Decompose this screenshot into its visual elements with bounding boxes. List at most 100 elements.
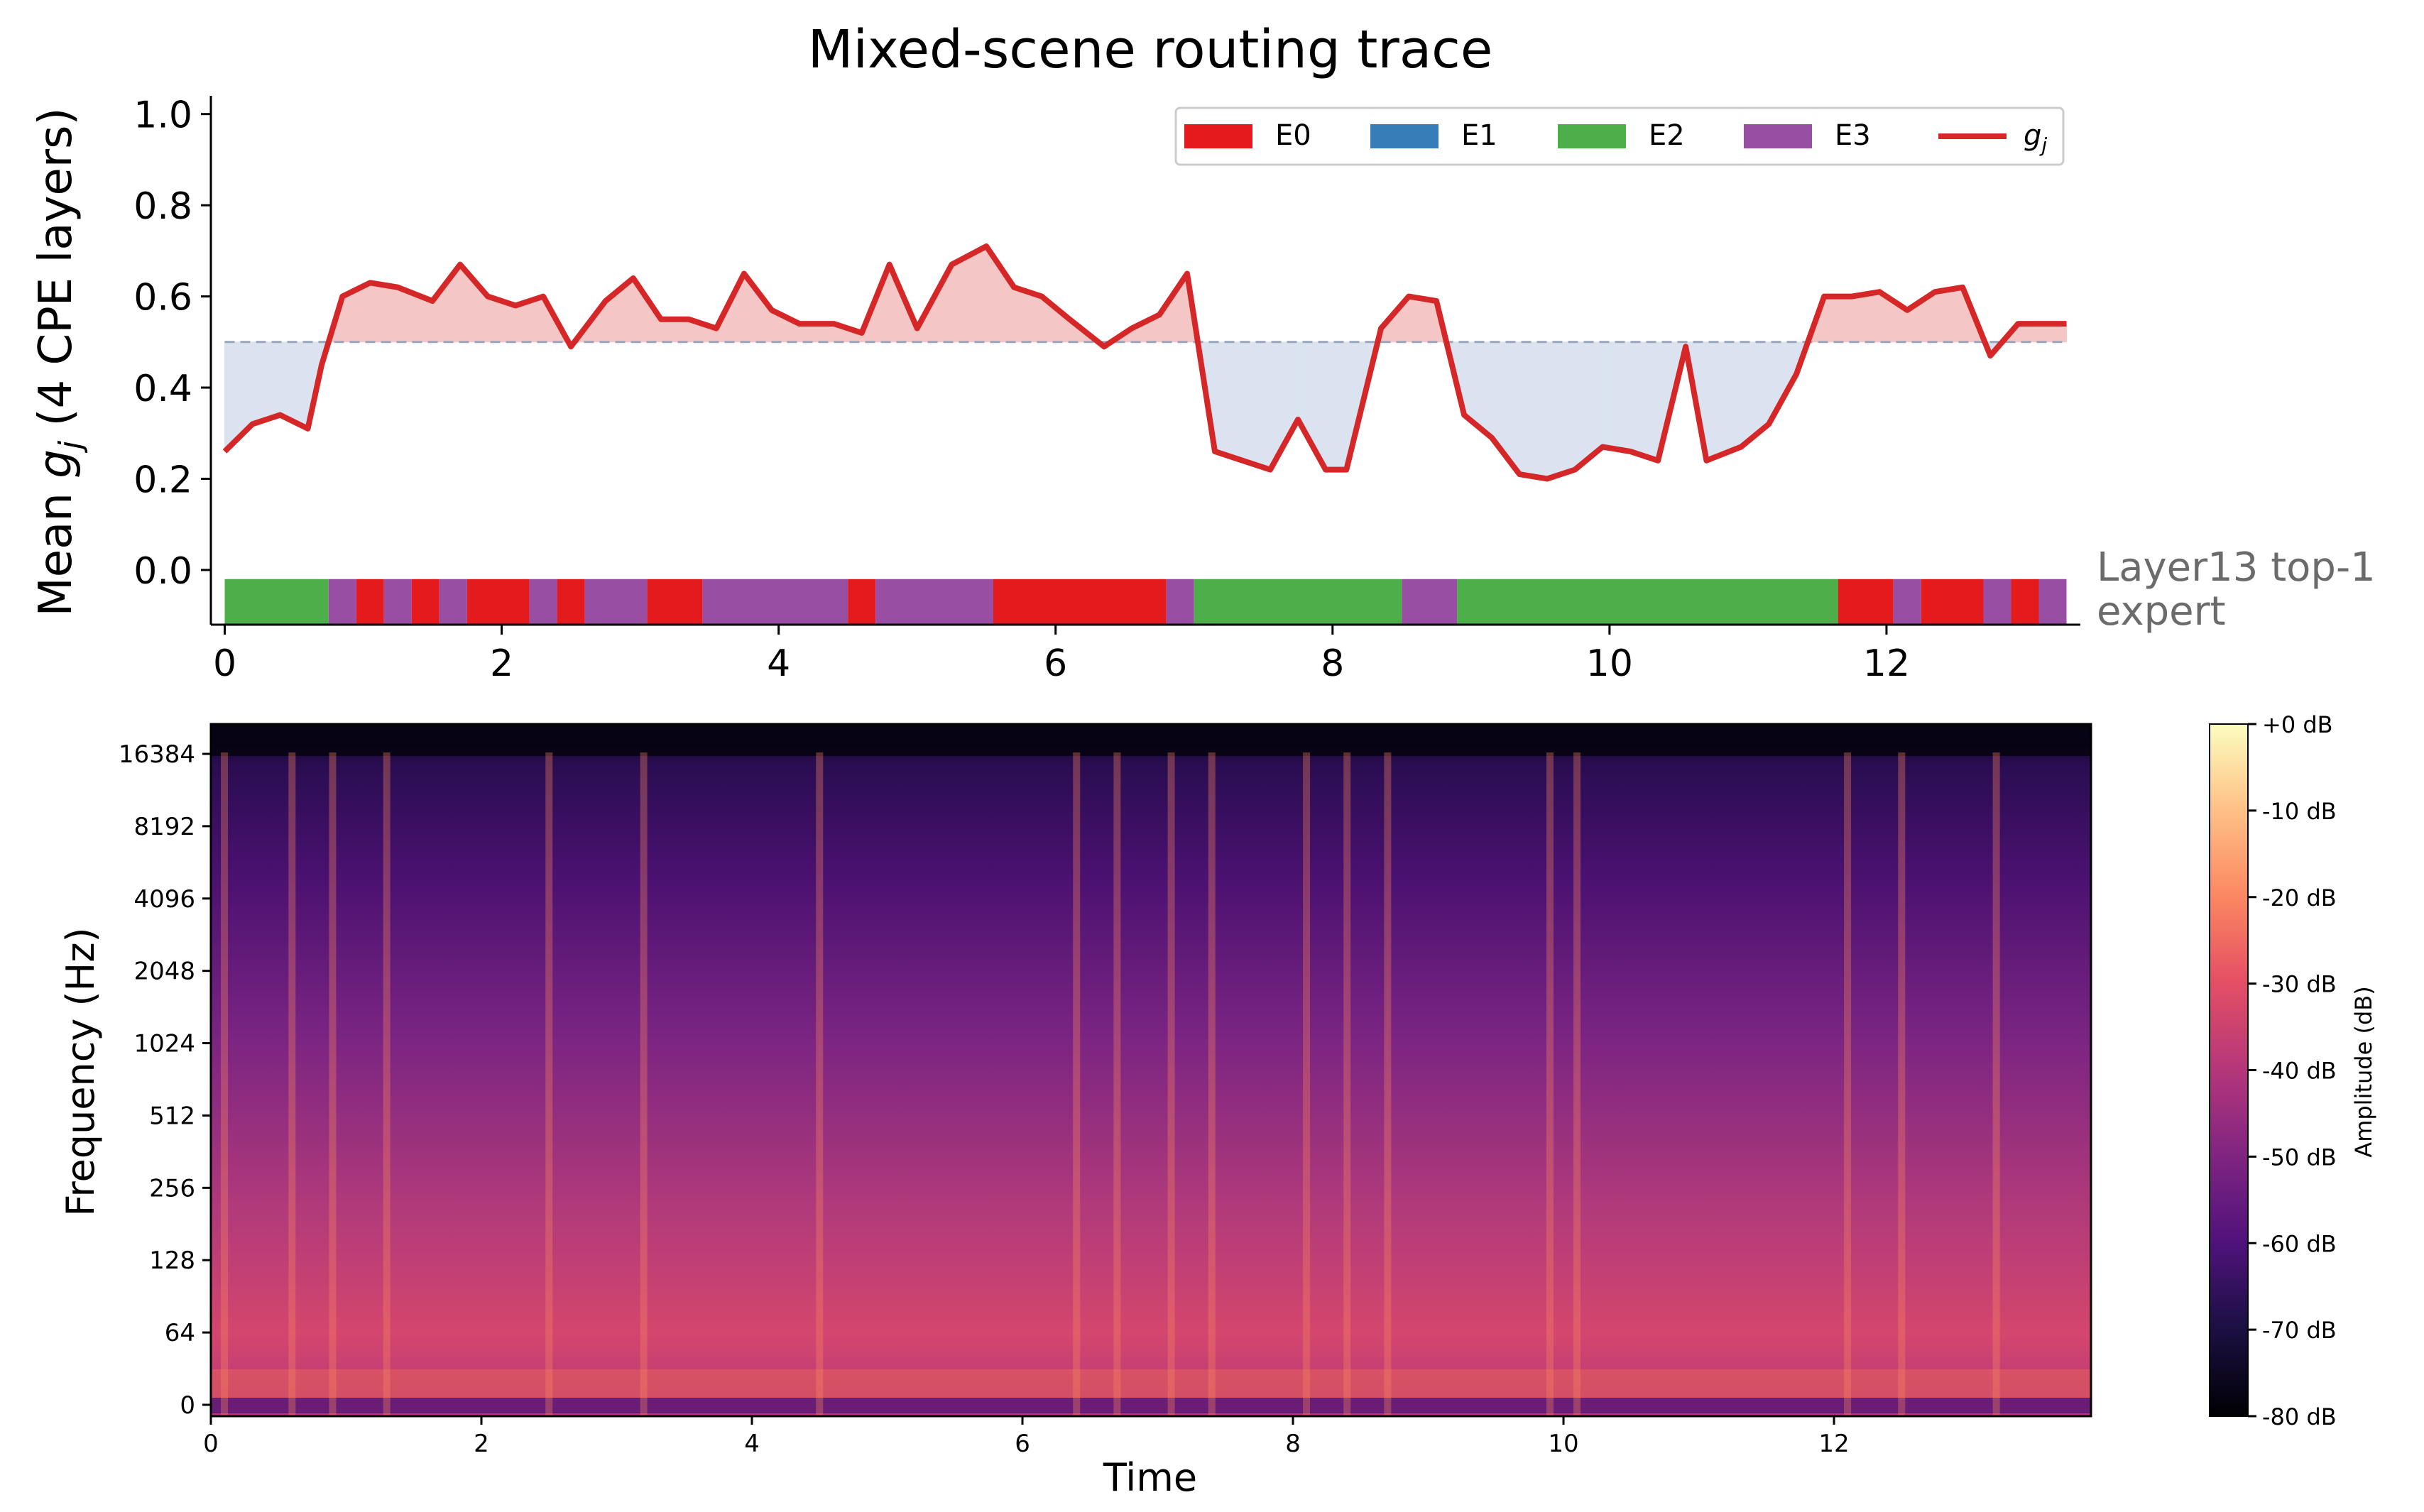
legend-label-e1: E1: [1461, 119, 1497, 152]
top-x-tick-label: 12: [1863, 642, 1910, 685]
expert-segment-e3: [875, 579, 993, 625]
top-y-tick-label: 0.2: [133, 459, 192, 501]
energy-streak: [545, 752, 553, 1416]
energy-streak: [329, 752, 337, 1416]
legend-label-e3: E3: [1835, 119, 1871, 152]
bottom-x-tick-label: 8: [1285, 1430, 1301, 1458]
expert-segment-e0: [2011, 579, 2039, 625]
bottom-y-tick-label: 64: [165, 1319, 195, 1347]
top-x-tick-label: 10: [1586, 642, 1633, 685]
energy-streak: [1384, 752, 1392, 1416]
threshold-fill-segment: [660, 319, 689, 343]
threshold-fill-segment: [1270, 341, 1299, 470]
expert-segment-e0: [557, 579, 585, 625]
energy-streak: [1546, 752, 1554, 1416]
colorbar-tick-label: +0 dB: [2262, 711, 2333, 738]
expert-segment-e0: [411, 579, 440, 625]
expert-segment-e2: [1194, 579, 1402, 625]
legend-swatch-e3: [1744, 124, 1812, 148]
legend-items: E0 E1 E2 E3 gj: [1184, 119, 2047, 157]
colorbar-tick-label: -80 dB: [2262, 1403, 2337, 1430]
top-chart-title: Mixed-scene routing trace: [808, 19, 1493, 80]
energy-streak: [221, 752, 229, 1416]
bottom-y-tick-label: 8192: [133, 813, 195, 841]
energy-streak: [383, 752, 391, 1416]
spectrogram-background: [211, 724, 2091, 1416]
threshold-fill-segment: [1629, 341, 1659, 461]
legend: E0 E1 E2 E3 gj: [1174, 106, 2065, 166]
expert-segment-e3: [1983, 579, 2011, 625]
top-y-tick-label: 1.0: [133, 94, 192, 137]
threshold-fill-segment: [1851, 291, 1880, 343]
threshold-fill-segment: [1214, 341, 1243, 461]
threshold-fill-segment: [1823, 296, 1852, 343]
top-x-tick-label: 4: [767, 642, 790, 685]
threshold-fill-segment: [252, 341, 281, 425]
colorbar-tick-label: -40 dB: [2262, 1058, 2337, 1085]
colorbar-tick-label: -70 dB: [2262, 1317, 2337, 1344]
nyquist-band: [211, 724, 2091, 756]
threshold-fill-segment: [1546, 341, 1576, 480]
legend-label-e0: E0: [1275, 119, 1311, 152]
energy-streak: [640, 752, 648, 1416]
energy-streak: [1303, 752, 1311, 1416]
top-x-tick-label: 2: [490, 642, 513, 685]
bottom-x-tick-label: 12: [1818, 1430, 1849, 1458]
legend-label-e2: E2: [1649, 119, 1685, 152]
expert-segment-e3: [1402, 579, 1458, 625]
top-x-tick-label: 8: [1321, 642, 1344, 685]
legend-swatch-e0: [1184, 124, 1252, 148]
dc-band: [211, 1398, 2091, 1413]
top-plot-area: 0.0 0.2 0.4 0.6 0.8 1.0 0 2 4 6 8 10 12: [133, 94, 2080, 685]
expert-segment-e3: [383, 579, 412, 625]
expert-segment-e3: [1166, 579, 1194, 625]
threshold-fill-segment: [1602, 341, 1631, 452]
bottom-x-axis-label: Time: [1103, 1455, 1197, 1500]
top-y-tick-label: 0.8: [133, 185, 192, 228]
top-axes: 0.0 0.2 0.4 0.6 0.8 1.0 0 2 4 6 8 10 12: [133, 94, 2080, 685]
bottom-y-tick-label: 16384: [119, 740, 195, 769]
bottom-y-tick-label: 512: [149, 1102, 195, 1130]
gj-series-line: [222, 243, 2067, 482]
top-y-tick-label: 0.6: [133, 277, 192, 319]
expert-segment-e0: [1921, 579, 1984, 625]
expert-segment-e0: [848, 579, 876, 625]
energy-streak: [1167, 752, 1175, 1416]
threshold-fill-segment: [986, 245, 1015, 343]
energy-streak: [1343, 752, 1351, 1416]
bottom-x-tick-label: 2: [474, 1430, 489, 1458]
threshold-fill-segment: [432, 263, 461, 343]
bottom-y-tick-label: 4096: [133, 885, 195, 914]
colorbar-tick-label: -10 dB: [2262, 798, 2337, 825]
expert-segment-e3: [1893, 579, 1921, 625]
bottom-y-tick-label: 2048: [133, 958, 195, 986]
expert-segment-e3: [2038, 579, 2067, 625]
expert-segments: [224, 579, 2067, 625]
colorbar-gradient: [2209, 723, 2249, 1417]
bottom-x-tick-label: 0: [203, 1430, 219, 1458]
legend-swatch-e2: [1558, 124, 1626, 148]
expert-segment-e0: [647, 579, 703, 625]
bottom-x-tick-label: 4: [744, 1430, 760, 1458]
expert-segment-e3: [529, 579, 557, 625]
bottom-axes: 0 64 128 256 512 1024 2048 4096 8192 16384 0 2 4 6 8 10…: [119, 723, 2092, 1458]
threshold-fill-segment: [1325, 341, 1347, 471]
expert-segment-e0: [466, 579, 530, 625]
bottom-x-tick-label: 6: [1015, 1430, 1030, 1458]
colorbar-label: Amplitude (dB): [2350, 986, 2377, 1157]
energy-streak: [816, 752, 824, 1416]
colorbar-tick-label: -60 dB: [2262, 1230, 2337, 1257]
expert-segment-e3: [702, 579, 848, 625]
threshold-fill-segment: [1519, 341, 1548, 480]
top-y-tick-label: 0.4: [133, 368, 192, 410]
expert-segment-e0: [356, 579, 384, 625]
top-x-tick-label: 6: [1044, 642, 1067, 685]
bottom-y-tick-label: 1024: [133, 1030, 195, 1058]
colorbar-tick-label: -50 dB: [2262, 1144, 2337, 1171]
energy-streak: [1992, 752, 2000, 1416]
colorbar: +0 dB -10 dB -20 dB -30 dB -40 dB -50 dB -60 d…: [2209, 711, 2377, 1430]
bottom-y-tick-label: 128: [149, 1247, 195, 1275]
threshold-fills: [224, 245, 2067, 480]
expert-annotation: Layer13 top-1 expert: [2097, 544, 2388, 635]
energy-streak: [288, 752, 296, 1416]
